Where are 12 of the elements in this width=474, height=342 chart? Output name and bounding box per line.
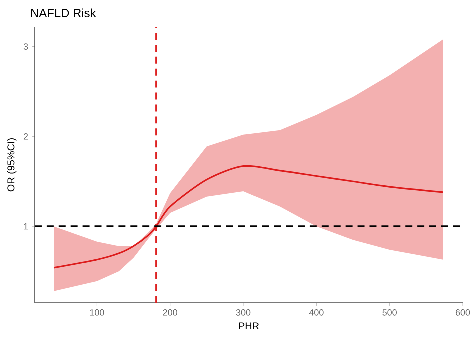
y-tick-label: 3 <box>24 44 28 50</box>
x-tick-label: 100 <box>90 310 104 316</box>
x-tick-label: 400 <box>309 310 324 316</box>
y-tick-label: 1 <box>24 223 28 230</box>
x-tick-label: 500 <box>382 310 397 316</box>
chart-title: NAFLD Risk <box>32 8 96 18</box>
x-tick-label: 600 <box>456 310 470 316</box>
y-tick-label: 2 <box>24 134 28 140</box>
y-axis-title: OR (95%CI) <box>7 138 17 192</box>
x-tick-label: 300 <box>236 310 251 316</box>
x-axis-title: PHR <box>239 322 260 330</box>
x-tick-label: 200 <box>163 310 178 316</box>
